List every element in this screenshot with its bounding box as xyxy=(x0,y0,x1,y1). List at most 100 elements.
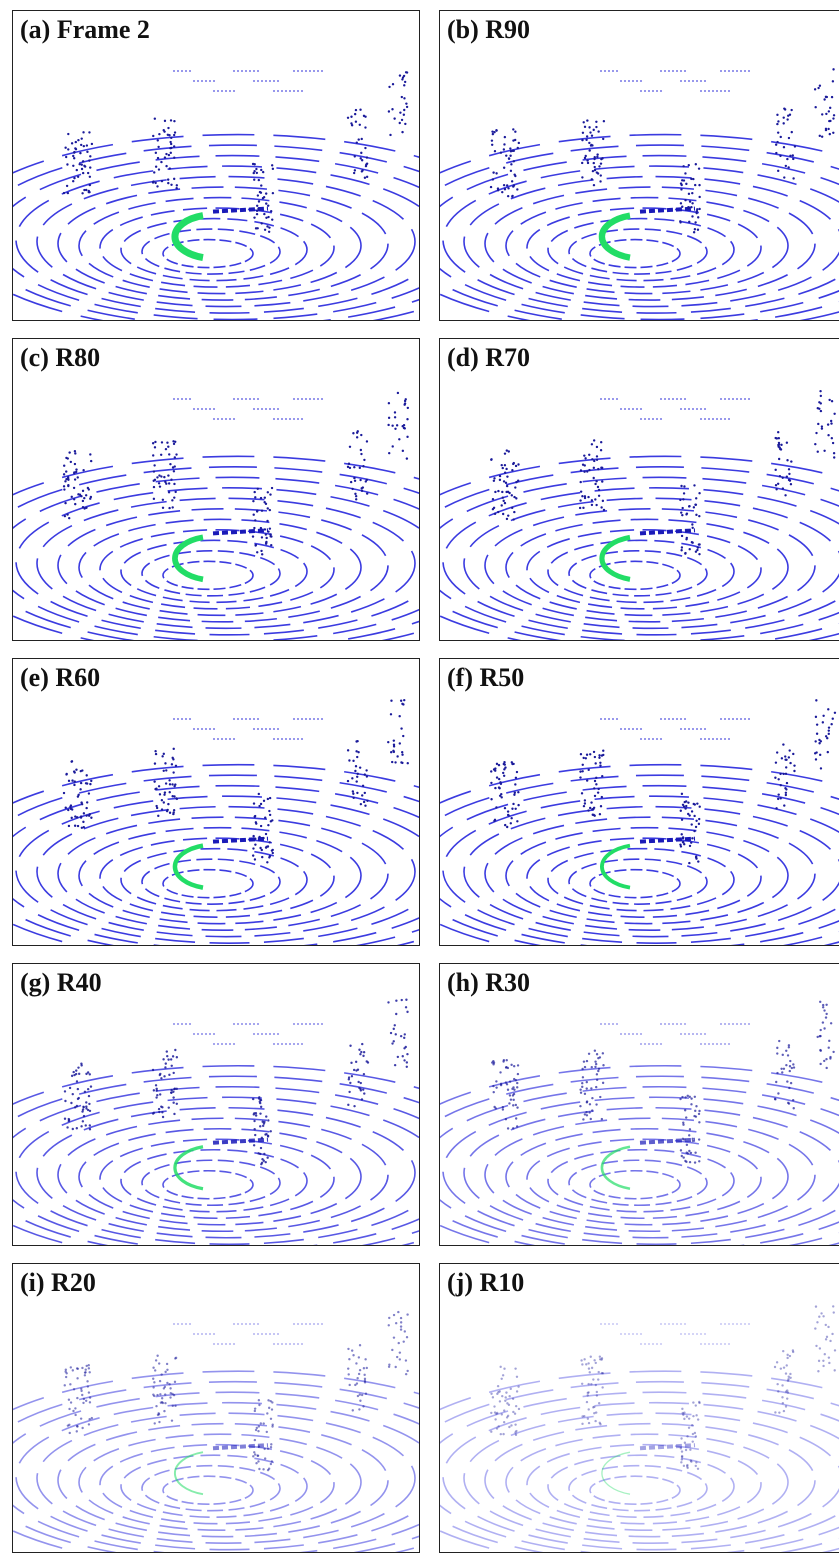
point xyxy=(586,119,589,122)
point xyxy=(785,475,789,478)
point xyxy=(584,457,587,460)
point xyxy=(347,1367,350,1370)
point xyxy=(599,761,602,764)
point xyxy=(787,114,790,117)
point xyxy=(387,740,390,744)
point xyxy=(783,176,786,179)
point xyxy=(784,1390,788,1393)
point xyxy=(347,1347,350,1351)
point xyxy=(690,1460,693,1463)
point xyxy=(161,498,165,501)
point xyxy=(601,1386,604,1389)
point xyxy=(81,499,85,503)
point xyxy=(85,506,88,509)
point xyxy=(503,1367,506,1370)
point xyxy=(688,814,691,817)
point xyxy=(784,1405,788,1408)
point xyxy=(253,1453,257,1456)
point xyxy=(599,1095,602,1099)
point xyxy=(258,804,261,808)
point xyxy=(153,478,157,482)
point xyxy=(75,1104,79,1108)
point xyxy=(352,171,356,175)
point xyxy=(503,763,506,766)
point xyxy=(258,1467,261,1471)
point xyxy=(822,1359,825,1362)
point xyxy=(85,1105,88,1108)
point xyxy=(74,502,77,506)
point xyxy=(252,834,255,838)
point xyxy=(516,1064,520,1067)
point xyxy=(67,808,70,812)
point xyxy=(160,179,164,183)
point xyxy=(497,786,501,789)
point xyxy=(364,164,368,168)
point xyxy=(352,1354,355,1357)
point xyxy=(260,1161,264,1165)
point xyxy=(354,108,358,112)
scan-ring xyxy=(99,1443,335,1525)
point xyxy=(83,165,87,168)
point xyxy=(77,493,80,496)
scan-ring xyxy=(36,1106,416,1239)
point xyxy=(75,1430,78,1433)
point xyxy=(591,169,595,173)
point xyxy=(387,416,391,420)
point xyxy=(696,1467,700,1470)
point xyxy=(170,1091,173,1094)
point xyxy=(682,1123,685,1126)
point xyxy=(584,757,588,760)
point xyxy=(252,847,255,850)
point xyxy=(363,791,367,795)
point xyxy=(509,822,512,825)
point xyxy=(391,424,394,427)
point xyxy=(587,1408,590,1411)
point xyxy=(260,549,263,553)
point xyxy=(391,82,395,86)
point-cloud-panel: (i) R20 xyxy=(12,1263,420,1553)
point xyxy=(824,1338,828,1341)
point xyxy=(90,816,93,819)
point xyxy=(391,1042,394,1045)
scan-ring xyxy=(120,539,308,604)
point xyxy=(829,1022,833,1025)
point xyxy=(687,192,691,196)
point xyxy=(394,1033,397,1036)
point xyxy=(820,135,824,138)
point xyxy=(406,1313,409,1316)
point xyxy=(600,441,603,444)
point xyxy=(154,181,157,185)
point xyxy=(259,1125,262,1128)
point xyxy=(504,1081,508,1084)
point xyxy=(68,1423,71,1427)
point xyxy=(174,440,177,443)
point xyxy=(585,1100,589,1103)
point xyxy=(501,1374,505,1377)
scan-ring xyxy=(15,487,419,636)
point xyxy=(171,1404,174,1408)
point xyxy=(597,1402,601,1405)
point xyxy=(397,1341,400,1345)
point xyxy=(490,1392,493,1395)
point xyxy=(169,462,172,466)
point xyxy=(265,540,268,544)
point xyxy=(89,495,93,499)
point-cloud xyxy=(13,698,419,945)
point xyxy=(490,1411,493,1415)
point xyxy=(815,699,818,702)
point xyxy=(598,1355,602,1358)
point xyxy=(493,1411,497,1414)
point xyxy=(172,1071,175,1075)
point xyxy=(172,747,175,751)
point xyxy=(352,759,355,763)
point xyxy=(595,120,598,123)
point xyxy=(73,771,76,774)
point xyxy=(679,202,683,205)
point xyxy=(697,1138,701,1141)
point xyxy=(814,1327,817,1330)
point xyxy=(269,1462,273,1466)
point xyxy=(75,168,78,172)
point xyxy=(593,1405,596,1409)
point xyxy=(588,453,591,456)
point xyxy=(351,1409,354,1412)
